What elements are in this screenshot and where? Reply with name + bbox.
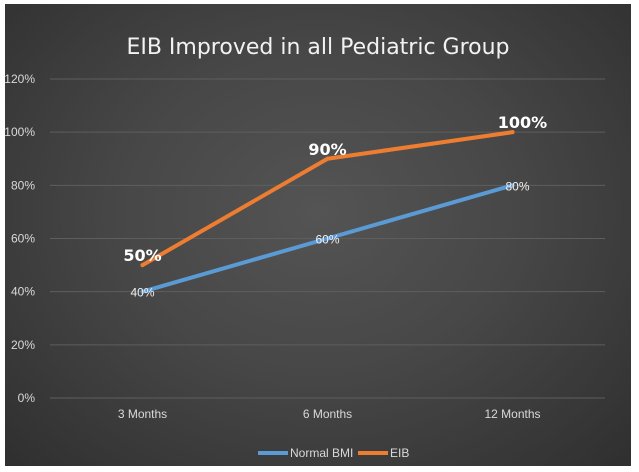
data-point [140, 263, 145, 268]
data-label: 80% [505, 179, 529, 193]
chart-frame: EIB Improved in all Pediatric Group 0% 20… [5, 4, 631, 466]
y-tick-label: 20% [11, 338, 35, 352]
data-label: 90% [308, 140, 346, 159]
y-tick-label: 80% [11, 178, 35, 192]
data-point [510, 130, 515, 135]
legend-label: Normal BMI [290, 446, 353, 460]
y-tick-label: 40% [11, 285, 35, 299]
data-point [510, 183, 515, 188]
data-label: 100% [498, 113, 547, 132]
data-label: 60% [315, 233, 339, 247]
x-tick-label: 12 Months [484, 407, 540, 421]
legend-label: EIB [390, 446, 409, 460]
data-point [140, 289, 145, 294]
x-tick-label: 6 Months [303, 407, 352, 421]
line-chart: EIB Improved in all Pediatric Group 0% 20… [5, 35, 605, 460]
data-label: 40% [130, 286, 154, 300]
data-label: 50% [123, 246, 161, 265]
y-tick-label: 120% [5, 72, 35, 86]
data-point [325, 236, 330, 241]
y-tick-label: 100% [5, 125, 35, 139]
data-point [325, 156, 330, 161]
chart-title: EIB Improved in all Pediatric Group [126, 35, 509, 60]
y-tick-label: 0% [18, 391, 36, 405]
x-tick-label: 3 Months [118, 407, 167, 421]
y-tick-label: 60% [11, 232, 35, 246]
